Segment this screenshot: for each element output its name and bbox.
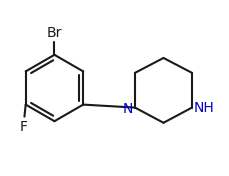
Text: F: F [19, 120, 27, 134]
Text: Br: Br [47, 26, 62, 40]
Text: NH: NH [194, 101, 215, 115]
Text: N: N [123, 102, 133, 116]
